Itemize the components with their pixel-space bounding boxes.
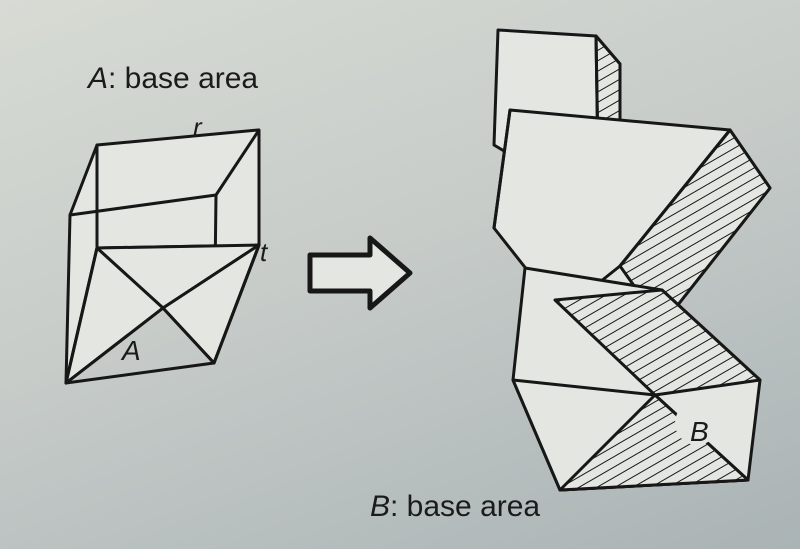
label-t: t	[260, 237, 267, 268]
label-r: r	[193, 112, 202, 143]
label-title-a: A: base area	[88, 62, 258, 96]
arrow-icon	[310, 238, 410, 308]
label-a-base: A	[122, 335, 141, 367]
label-b-base: B	[690, 416, 709, 448]
label-title-b: B: base area	[370, 490, 540, 524]
